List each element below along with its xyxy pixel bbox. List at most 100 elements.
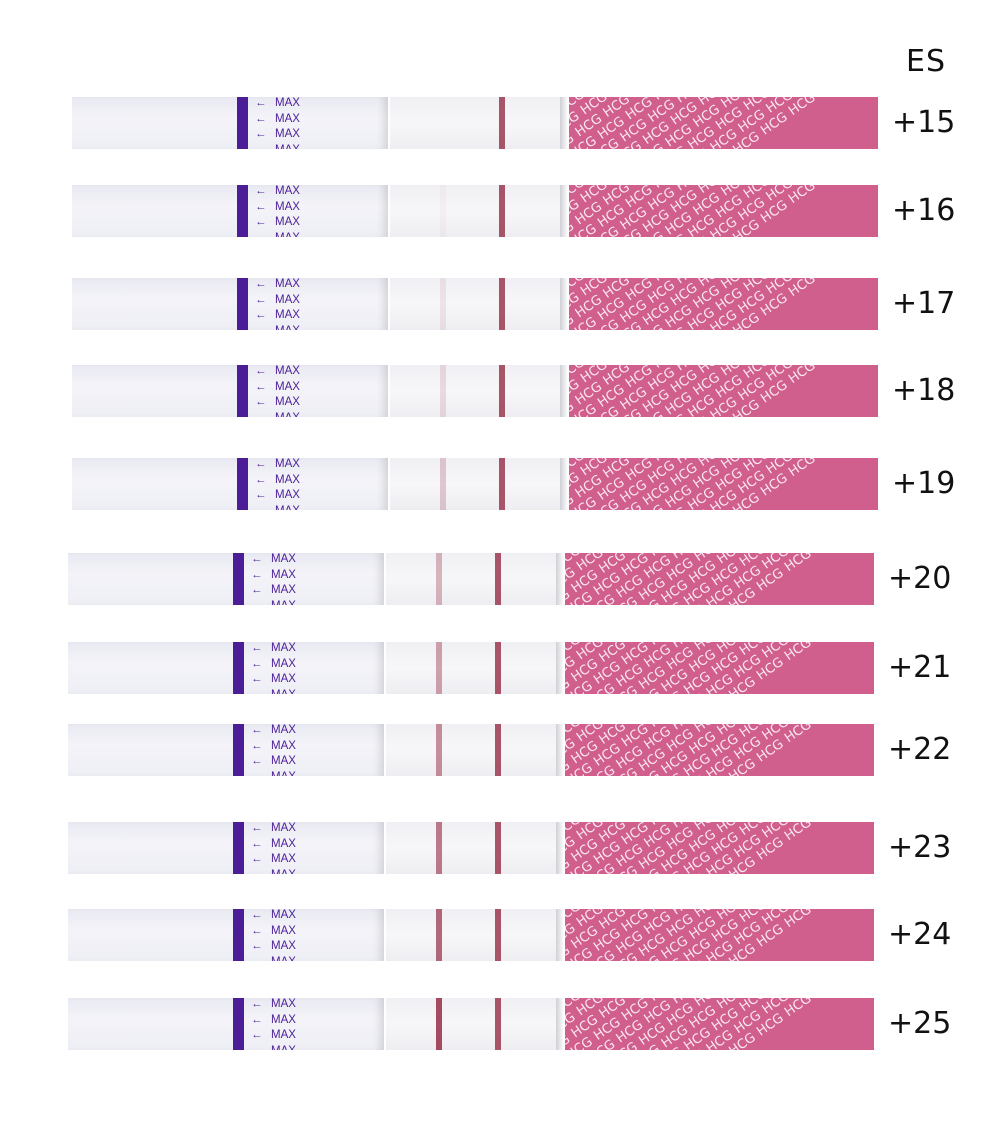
result-window	[390, 458, 560, 510]
max-line-bar	[233, 822, 244, 874]
max-text: MAX	[275, 185, 300, 197]
max-line-bar	[233, 998, 244, 1050]
column-header: ES	[906, 44, 946, 79]
arrow-left-icon: ←	[251, 955, 271, 962]
arrow-left-icon: ←	[255, 458, 267, 470]
test-line	[436, 724, 442, 776]
strip-gap	[556, 998, 564, 1050]
max-marker: ←MAX	[251, 852, 296, 868]
max-text: MAX	[275, 216, 300, 228]
test-line	[440, 458, 446, 510]
arrow-left-icon: ←	[255, 411, 275, 418]
hcg-pattern-text: HCG	[612, 320, 644, 330]
hcg-pattern-text: HCG	[612, 227, 644, 237]
max-line-bar	[237, 185, 248, 237]
hcg-pattern-text: HCG	[608, 1040, 640, 1050]
strip-gap	[556, 822, 564, 874]
test-strip: ←MAX←MAX←MAX←MAX HCGHCGHCGHCGHCGHCGHCGHC…	[68, 821, 951, 875]
arrow-left-icon: ←	[255, 185, 267, 197]
test-strip: ←MAX←MAX←MAX←MAX HCGHCGHCGHCGHCGHCGHCGHC…	[72, 96, 955, 149]
hcg-pattern-text: HCG	[696, 365, 728, 377]
day-label: +16	[892, 193, 956, 228]
max-marker: ←MAX	[255, 504, 300, 511]
control-line	[499, 278, 505, 330]
max-marker: ←MAX	[255, 293, 300, 309]
arrow-left-icon: ←	[251, 868, 271, 875]
test-line	[436, 998, 442, 1050]
strip-handle	[72, 278, 388, 330]
max-marker: ← MAX	[255, 184, 300, 200]
max-text: MAX	[271, 940, 296, 952]
hcg-pattern-area: HCGHCGHCGHCGHCGHCGHCGHCGHCGHCGHCGHCGHCGH…	[569, 185, 878, 237]
max-text: MAX	[275, 365, 300, 377]
result-window	[390, 278, 560, 330]
max-line-bar	[237, 97, 248, 149]
max-marker: ←MAX	[251, 657, 296, 673]
test-strip: ←MAX←MAX←MAX←MAX HCGHCGHCGHCGHCGHCGHCGHC…	[68, 552, 951, 605]
test-strip: ←MAX←MAX←MAX←MAX HCGHCGHCGHCGHCGHCGHCGHC…	[72, 184, 955, 237]
arrow-left-icon: ←	[251, 553, 263, 565]
arrow-left-icon: ←	[255, 473, 267, 486]
test-strip: ←MAX←MAX←MAX←MAX HCGHCGHCGHCGHCGHCGHCGHC…	[68, 908, 951, 961]
hcg-pattern-text: HCG	[692, 909, 724, 921]
test-strip: ←MAX←MAX←MAX←MAX HCGHCGHCGHCGHCGHCGHCGHC…	[68, 998, 951, 1050]
strip-handle	[68, 822, 384, 874]
max-text: MAX	[271, 553, 296, 565]
max-marker: ←MAX	[255, 143, 300, 150]
max-marker: ←MAX	[251, 924, 296, 940]
hcg-pattern-area: HCGHCGHCGHCGHCGHCGHCGHCGHCGHCGHCGHCGHCGH…	[569, 278, 878, 330]
max-text: MAX	[275, 232, 300, 238]
max-markers: ←MAX←MAX←MAX←MAX	[251, 908, 296, 961]
max-text: MAX	[275, 458, 300, 470]
strip-handle	[68, 998, 384, 1050]
arrow-left-icon: ←	[255, 278, 267, 290]
max-text: MAX	[271, 600, 296, 606]
test-line	[440, 185, 446, 237]
max-text: MAX	[275, 309, 300, 321]
result-window	[390, 97, 560, 149]
arrow-left-icon: ←	[251, 940, 263, 952]
control-line	[495, 642, 501, 694]
max-line-bar	[237, 458, 248, 510]
hcg-pattern-text: HCG	[612, 407, 644, 417]
max-marker: ←MAX	[255, 380, 300, 396]
max-text: MAX	[275, 144, 300, 150]
hcg-pattern-text: HCG	[565, 758, 573, 776]
hcg-pattern-text: HCG	[569, 131, 577, 149]
arrow-left-icon: ←	[255, 97, 267, 109]
arrow-left-icon: ←	[251, 739, 263, 752]
max-marker: ←MAX	[251, 821, 296, 837]
max-marker: ←MAX	[251, 672, 296, 688]
test-line	[440, 97, 446, 149]
arrow-left-icon: ←	[255, 216, 267, 228]
arrow-left-icon: ←	[255, 293, 267, 306]
test-strip: ←MAX←MAX←MAX←MAX HCGHCGHCGHCGHCGHCGHCGHC…	[68, 641, 951, 694]
hcg-pattern-area: HCGHCGHCGHCGHCGHCGHCGHCGHCGHCGHCGHCGHCGH…	[565, 553, 874, 605]
arrow-left-icon: ←	[255, 309, 267, 321]
max-marker: ←MAX	[255, 324, 300, 331]
test-line	[436, 642, 442, 694]
arrow-left-icon: ←	[251, 853, 263, 865]
max-text: MAX	[275, 380, 300, 393]
max-markers: ←MAX←MAX←MAX←MAX	[251, 552, 296, 605]
max-text: MAX	[271, 739, 296, 752]
max-marker: ←MAX	[251, 955, 296, 962]
max-marker: ←MAX	[255, 473, 300, 489]
max-markers: ←MAX←MAX←MAX←MAX	[255, 96, 300, 149]
day-label: +20	[888, 561, 952, 596]
max-text: MAX	[271, 755, 296, 767]
arrow-left-icon: ←	[251, 755, 263, 767]
day-label: +25	[888, 1006, 952, 1041]
max-marker: ←MAX	[255, 364, 300, 380]
strip-handle	[68, 553, 384, 605]
max-marker: ←MAX	[255, 395, 300, 411]
hcg-pattern-text: HCG	[696, 458, 728, 470]
hcg-pattern-text: HCG	[565, 676, 573, 694]
max-markers: ←MAX←MAX←MAX←MAX	[255, 184, 300, 237]
max-marker: ←MAX	[251, 641, 296, 657]
max-marker: ← MAX	[255, 457, 300, 473]
result-window	[386, 724, 556, 776]
arrow-left-icon: ←	[251, 822, 263, 834]
max-line-bar	[233, 642, 244, 694]
result-window	[386, 642, 556, 694]
